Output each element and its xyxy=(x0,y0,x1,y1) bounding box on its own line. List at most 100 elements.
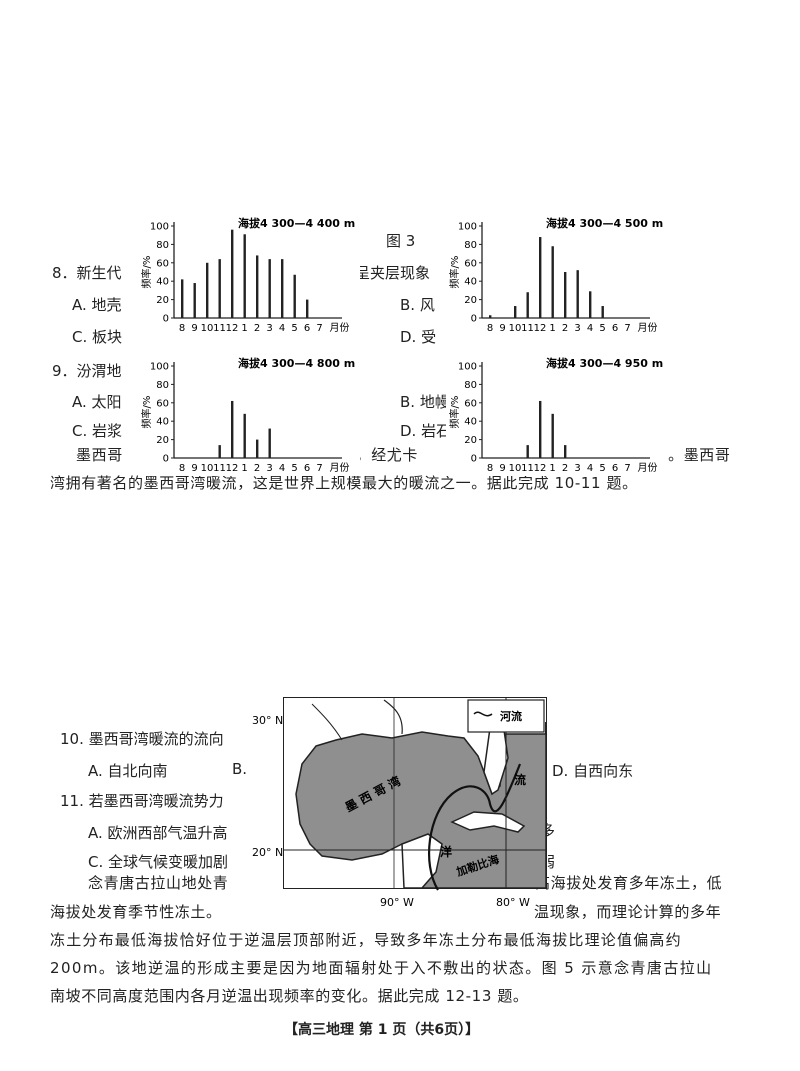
x-tick-label: 3 xyxy=(574,463,580,474)
x-tick-label: 8 xyxy=(179,323,185,334)
figure3-label: 图 3 xyxy=(386,232,416,250)
x-tick-label: 10 xyxy=(509,463,522,474)
page-footer: 【高三地理 第 1 页（共6页）】 xyxy=(284,1022,480,1038)
x-tick-label: 4 xyxy=(587,323,593,334)
x-tick-label: 6 xyxy=(612,323,618,334)
passage1-line1-end: ）。墨西哥 xyxy=(660,446,731,464)
y-tick-label: 0 xyxy=(163,454,169,465)
y-tick-label: 20 xyxy=(156,435,169,446)
x-tick-label: 4 xyxy=(587,463,593,474)
q11-option-c: C. 全球气候变暖加剧 xyxy=(88,853,229,871)
x-tick-label: 10 xyxy=(201,463,214,474)
lon-80w-label: 80° W xyxy=(496,896,530,909)
bar xyxy=(218,259,221,318)
passage1-line1-start: 墨西哥 xyxy=(76,446,123,464)
bar xyxy=(256,255,259,318)
y-tick-label: 60 xyxy=(156,398,169,409)
bar xyxy=(489,315,492,318)
x-tick-label: 12 xyxy=(226,323,239,334)
x-tick-label: 2 xyxy=(254,463,260,474)
y-axis-label: 频率/% xyxy=(140,396,153,429)
x-tick-label: 7 xyxy=(624,463,630,474)
x-tick-label: 11 xyxy=(521,323,534,334)
q10-stem: 10. 墨西哥湾暖流的流向 xyxy=(60,730,224,748)
x-tick-label: 2 xyxy=(562,323,568,334)
q9-option-c: C. 岩浆 xyxy=(72,422,123,440)
x-tick-label: 8 xyxy=(487,323,493,334)
x-tick-label: 10 xyxy=(509,323,522,334)
bar xyxy=(514,306,517,318)
y-tick-label: 80 xyxy=(464,380,477,391)
x-tick-label: 5 xyxy=(291,323,297,334)
q10-option-b: B. xyxy=(232,760,248,778)
y-tick-label: 60 xyxy=(464,398,477,409)
passage2-line3: 冻土分布最低海拔恰好位于逆温层顶部附近，导致多年冻土分布最低海拔比理论值偏高约 xyxy=(50,931,682,949)
x-tick-label: 9 xyxy=(191,463,197,474)
q8-option-c: C. 板块 xyxy=(72,328,123,346)
bar xyxy=(551,246,554,318)
bar xyxy=(551,413,554,458)
q10-option-d: D. 自西向东 xyxy=(552,762,634,780)
ocean-label: 洋 xyxy=(440,844,452,859)
y-tick-label: 100 xyxy=(150,362,169,373)
x-tick-label: 7 xyxy=(624,323,630,334)
y-tick-label: 80 xyxy=(156,380,169,391)
passage2-line5: 南坡不同高度范围内各月逆温出现频率的变化。据此完成 12-13 题。 xyxy=(50,987,529,1005)
q10-option-a: A. 自北向南 xyxy=(88,762,168,780)
x-tick-label: 3 xyxy=(574,323,580,334)
x-tick-label: 11 xyxy=(213,323,226,334)
y-tick-label: 40 xyxy=(156,277,169,288)
x-tick-label: 5 xyxy=(291,463,297,474)
bar xyxy=(564,445,567,458)
chart-title: 海拔4 300—4 950 m xyxy=(546,356,663,370)
passage2-line4: 200m。该地逆温的形成主要是因为地面辐射处于入不敷出的状态。图 5 示意念青唐… xyxy=(50,959,713,977)
q11-stem: 11. 若墨西哥湾暖流势力 xyxy=(60,792,224,810)
q8-stem: 8．新生代 xyxy=(52,264,122,282)
passage2-line1-start: 念青唐古拉山地处青 xyxy=(88,874,229,892)
bar xyxy=(268,428,271,458)
x-tick-label: 8 xyxy=(179,463,185,474)
passage2-line2-end: 温现象，而理论计算的多年 xyxy=(534,903,722,921)
x-tick-label: 6 xyxy=(304,323,310,334)
x-tick-label: 2 xyxy=(254,323,260,334)
y-tick-label: 20 xyxy=(156,295,169,306)
passage1-line2: 湾拥有著名的墨西哥湾暖流，这是世界上规模最大的暖流之一。据此完成 10-11 题… xyxy=(50,474,638,492)
bar xyxy=(576,270,579,318)
x-tick-label: 9 xyxy=(191,323,197,334)
x-tick-label: 7 xyxy=(316,323,322,334)
x-tick-label: 3 xyxy=(266,463,272,474)
y-tick-label: 40 xyxy=(464,417,477,428)
y-tick-label: 100 xyxy=(458,222,477,233)
chart-title: 海拔4 300—4 800 m xyxy=(238,356,355,370)
x-tick-label: 9 xyxy=(499,463,505,474)
bar xyxy=(218,445,221,458)
x-tick-label: 5 xyxy=(599,323,605,334)
q9-stem: 9．汾渭地 xyxy=(52,362,122,380)
x-tick-label: 6 xyxy=(304,463,310,474)
x-axis-label: 月份 xyxy=(330,322,350,334)
bar xyxy=(231,229,234,318)
current-label: 流 xyxy=(514,772,526,787)
q8-option-b: B. 风 xyxy=(400,296,435,314)
y-tick-label: 40 xyxy=(464,277,477,288)
bar xyxy=(231,400,234,458)
y-tick-label: 0 xyxy=(471,314,477,325)
y-tick-label: 60 xyxy=(464,258,477,269)
bar xyxy=(193,283,196,318)
x-tick-label: 12 xyxy=(226,463,239,474)
bar xyxy=(526,292,529,318)
passage2-line2-start: 海拔处发育季节性冻土。 xyxy=(50,903,222,921)
x-tick-label: 12 xyxy=(534,323,547,334)
q9-option-b: B. 地幔 xyxy=(400,393,450,411)
q9-option-d: D. 岩石 xyxy=(400,422,452,440)
q8-stem-tail: 现呈夹层现象 xyxy=(340,264,431,282)
passage2-line1-end: 高海拔处发育多年冻土，低 xyxy=(535,874,723,892)
x-tick-label: 1 xyxy=(549,323,555,334)
bar xyxy=(181,279,184,318)
legend-river-label: 河流 xyxy=(500,709,522,723)
y-tick-label: 100 xyxy=(458,362,477,373)
x-tick-label: 4 xyxy=(279,463,285,474)
